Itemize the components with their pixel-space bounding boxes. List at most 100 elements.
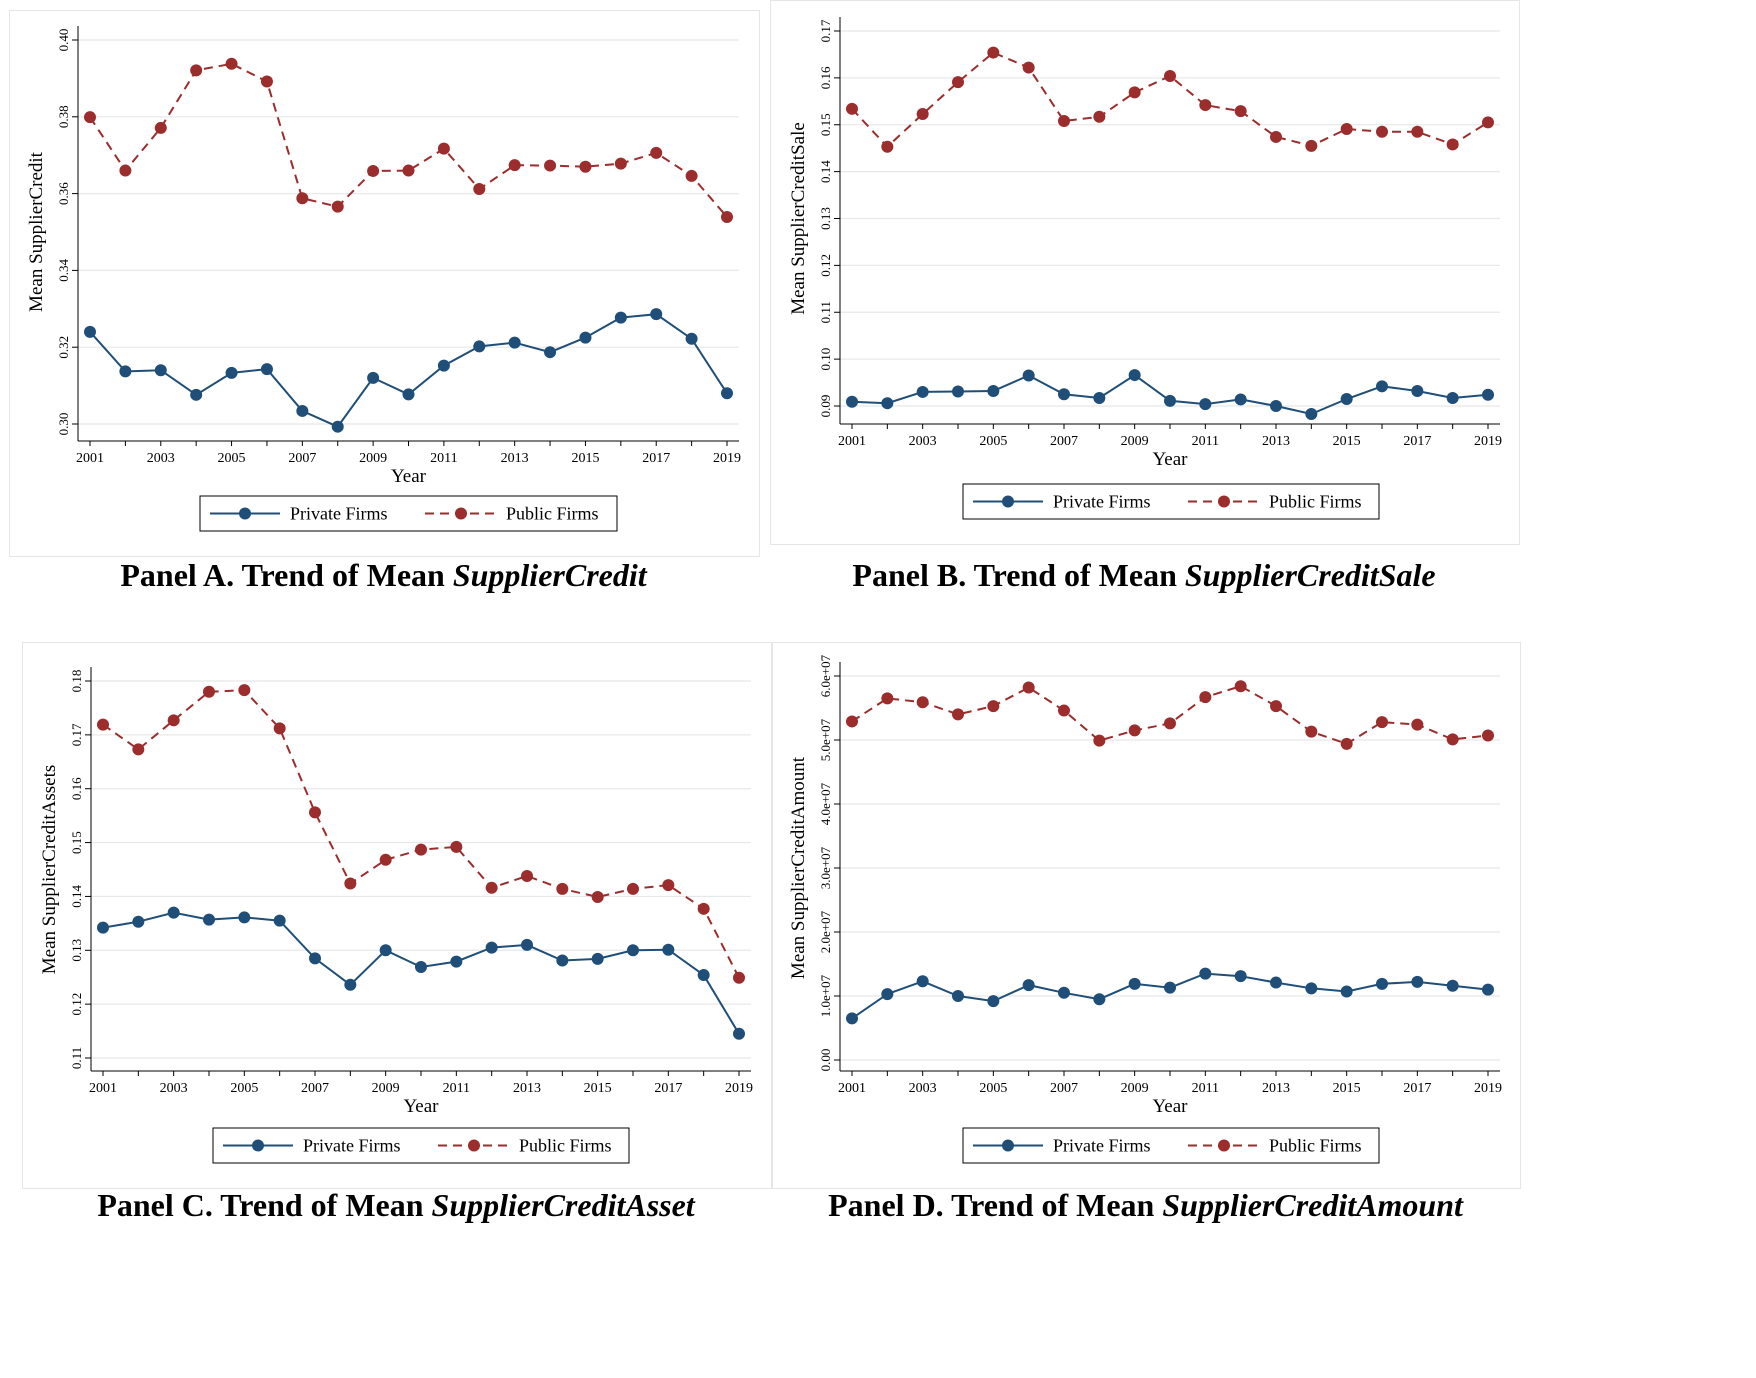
- y-tick-label: 0.00: [818, 1049, 833, 1072]
- private-firms-point: [916, 975, 929, 988]
- private-firms-line: [851, 373, 1489, 416]
- private-firms-point: [1376, 977, 1388, 990]
- private-firms-point: [916, 385, 929, 398]
- private-firms-point: [238, 911, 251, 924]
- x-tick-label: 2003: [909, 434, 937, 449]
- private-firms-point: [1482, 388, 1494, 401]
- y-tick-label: 0.16: [818, 66, 833, 89]
- public-firms-point: [1093, 734, 1106, 747]
- private-firms-point: [1022, 979, 1035, 992]
- x-tick-label: 2011: [430, 451, 457, 466]
- public-firms-point: [84, 111, 96, 124]
- x-tick-label: 2005: [979, 434, 1007, 449]
- private-firms-point: [415, 960, 427, 973]
- private-firms-point: [367, 371, 380, 384]
- private-firms-point: [1234, 970, 1247, 983]
- public-firms-point: [1340, 122, 1353, 135]
- x-tick-label: 2011: [1192, 434, 1219, 449]
- y-tick-label: 0.11: [69, 1047, 84, 1069]
- x-tick-label: 2015: [1333, 1081, 1361, 1096]
- public-firms-point: [1234, 105, 1247, 118]
- y-tick-label: 0.32: [56, 336, 71, 359]
- panel-a-caption-prefix: Panel A. Trend of Mean: [120, 557, 453, 593]
- public-firms-point: [119, 164, 132, 177]
- private-firms-point: [556, 954, 569, 967]
- private-firms-point: [614, 311, 627, 324]
- public-firms-point: [97, 718, 109, 731]
- private-firms-point: [881, 988, 894, 1001]
- y-tick-label: 0.30: [56, 413, 71, 436]
- y-tick-label: 0.11: [818, 301, 833, 323]
- public-firms-point: [987, 46, 1000, 59]
- x-tick-label: 2017: [654, 1081, 682, 1096]
- panel-b-caption: Panel B. Trend of Mean SupplierCreditSal…: [770, 557, 1518, 594]
- x-tick-label: 2015: [1333, 434, 1361, 449]
- public-firms-line: [102, 689, 740, 979]
- public-firms-point: [662, 879, 675, 892]
- private-firms-line: [89, 313, 728, 428]
- y-tick-label: 0.15: [818, 113, 833, 136]
- private-firms-point: [881, 397, 894, 410]
- private-firms-point: [309, 952, 321, 965]
- public-firms-line: [851, 51, 1489, 149]
- y-tick-label: 0.14: [69, 885, 84, 908]
- public-firms-point: [1305, 139, 1318, 152]
- x-tick-label: 2019: [1474, 434, 1502, 449]
- private-firms-point: [627, 944, 639, 957]
- public-firms-point: [203, 685, 215, 698]
- y-tick-label: 0.13: [818, 207, 833, 230]
- public-firms-point: [508, 159, 521, 172]
- public-firms-point: [1022, 681, 1035, 694]
- public-firms-point: [733, 971, 745, 984]
- public-firms-point: [437, 142, 450, 155]
- public-firms-point: [402, 164, 415, 177]
- x-tick-label: 2011: [443, 1081, 470, 1096]
- y-tick-label: 0.17: [818, 19, 833, 42]
- x-tick-label: 2009: [1121, 1081, 1149, 1096]
- private-firms-point: [437, 359, 450, 372]
- private-firms-point: [190, 388, 203, 401]
- public-firms-point: [473, 182, 486, 195]
- public-firms-point: [1199, 691, 1212, 704]
- public-firms-point: [273, 722, 286, 735]
- y-tick-label: 0.17: [69, 723, 84, 746]
- x-tick-label: 2005: [218, 451, 246, 466]
- public-firms-point: [1270, 700, 1282, 713]
- y-axis-title: Mean SupplierCredit: [26, 151, 47, 312]
- legend-private-label: Private Firms: [1053, 492, 1151, 512]
- public-firms-point: [1128, 86, 1141, 99]
- panel-c-caption: Panel C. Trend of Mean SupplierCreditAss…: [22, 1187, 770, 1224]
- y-tick-label: 0.12: [818, 254, 833, 277]
- public-firms-line: [851, 685, 1489, 745]
- public-firms-point: [190, 64, 203, 77]
- x-tick-label: 2013: [513, 1081, 541, 1096]
- public-firms-point: [167, 714, 180, 727]
- public-firms-point: [650, 146, 663, 159]
- public-firms-point: [1270, 130, 1282, 143]
- y-tick-label: 0.13: [69, 939, 84, 962]
- public-firms-point: [952, 708, 964, 721]
- panel-a-chart: 0.30 0.32 0.34 0.36 0.38 0.40 2001 2003 2005 2007…: [9, 10, 760, 557]
- x-tick-label: 2007: [301, 1081, 329, 1096]
- private-firms-point: [1270, 976, 1282, 989]
- x-axis-title: Year: [1152, 449, 1188, 470]
- private-firms-point: [331, 420, 344, 433]
- legend-public-marker: [455, 507, 467, 520]
- legend-box: [199, 495, 618, 532]
- y-tick-label: 0.34: [56, 259, 71, 282]
- public-firms-point: [685, 169, 698, 182]
- x-tick-label: 2001: [838, 434, 866, 449]
- public-firms-point: [1199, 99, 1212, 112]
- private-firms-point: [402, 388, 415, 401]
- y-tick-label: 5.0e+07: [818, 718, 833, 761]
- public-firms-point: [450, 840, 463, 853]
- x-tick-label: 2001: [89, 1081, 117, 1096]
- public-firms-point: [225, 57, 238, 70]
- public-firms-point: [415, 843, 427, 856]
- public-firms-point: [846, 715, 858, 728]
- y-tick-label: 0.16: [69, 777, 84, 800]
- legend-private-marker: [252, 1139, 264, 1152]
- private-firms-point: [379, 944, 392, 957]
- private-firms-point: [508, 336, 521, 349]
- public-firms-point: [1164, 70, 1176, 82]
